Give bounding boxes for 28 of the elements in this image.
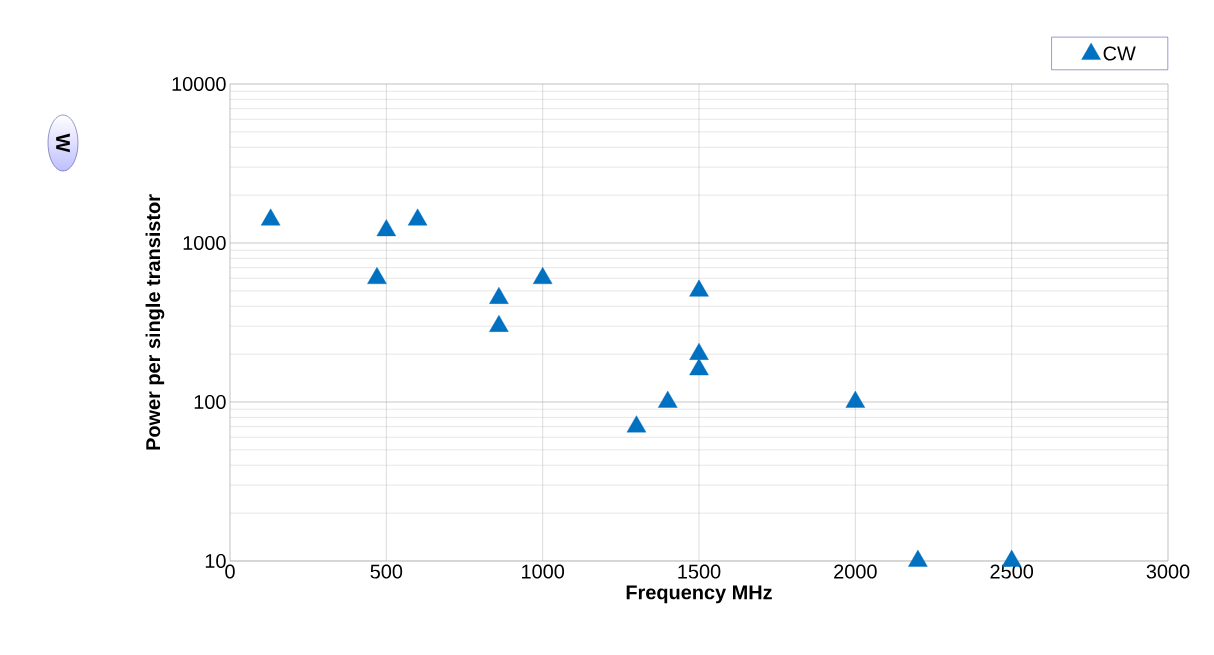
point: [532, 267, 553, 284]
point: [658, 390, 678, 408]
y-tick-label: 100: [194, 394, 226, 410]
text: W: [56, 133, 70, 153]
point: [908, 549, 928, 567]
x-axis-title: Frequency MHz: [626, 585, 772, 604]
x-tick-label: 1500: [678, 564, 721, 579]
point: [367, 267, 387, 284]
x-tick-label: 500: [370, 564, 403, 579]
legend-label: CW: [1103, 46, 1136, 61]
point: [376, 219, 397, 237]
x-tick-label: 2000: [834, 564, 877, 579]
point: [407, 208, 428, 226]
point: [260, 208, 281, 226]
y-tick-label: 10: [205, 553, 226, 569]
point: [689, 342, 709, 360]
y-tick-label: 1000: [183, 235, 226, 251]
x-tick-label: 1000: [522, 564, 565, 579]
y-tick-label: 10000: [172, 76, 226, 92]
point: [689, 358, 709, 376]
x-tick-label: 0: [225, 564, 235, 579]
y-axis-title: Power per single transistor: [145, 194, 165, 450]
point: [489, 286, 509, 304]
point: [845, 390, 866, 408]
x-tick-label: 3000: [1146, 564, 1190, 579]
point: [489, 314, 509, 332]
point: [689, 279, 709, 297]
point: [626, 415, 647, 433]
